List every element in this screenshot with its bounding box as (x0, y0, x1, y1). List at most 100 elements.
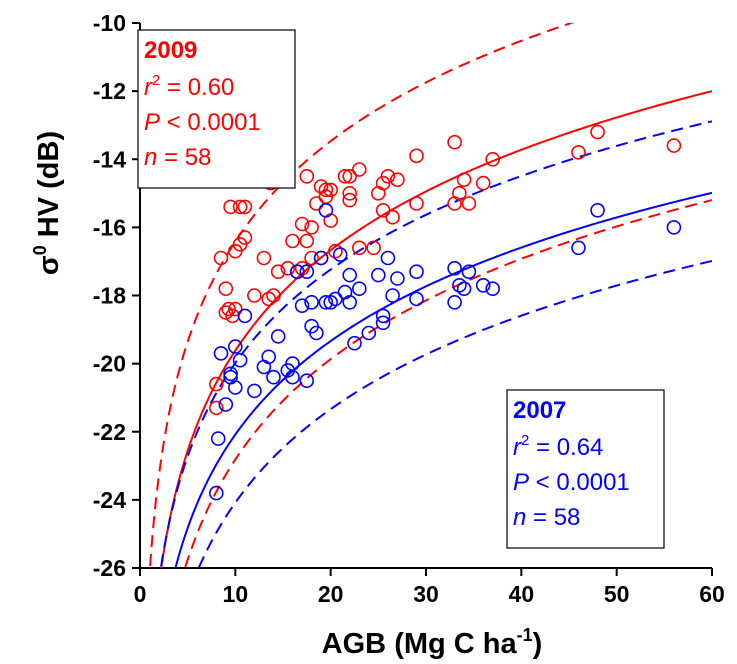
point-2009 (299, 169, 315, 184)
point-2009 (294, 216, 310, 232)
y-tick-label: -26 (93, 555, 126, 581)
point-2007 (256, 359, 272, 375)
point-2009 (571, 145, 586, 160)
x-tick-label: 10 (223, 581, 249, 607)
point-2009 (447, 196, 462, 211)
point-2009 (366, 240, 381, 256)
point-2007 (447, 294, 462, 310)
legend-2009-n: n = 58 (144, 144, 211, 171)
point-2007 (361, 325, 377, 341)
point-2007 (485, 281, 501, 297)
point-2009 (209, 376, 224, 392)
point-2007 (323, 294, 339, 310)
point-2009 (237, 230, 253, 245)
point-2007 (270, 329, 286, 344)
point-2009 (447, 134, 462, 150)
point-2007 (456, 281, 472, 297)
point-2009 (666, 138, 682, 153)
point-2007 (332, 247, 348, 262)
point-2009 (218, 305, 234, 320)
y-axis-title: σ0 HV (dB) (30, 131, 65, 275)
data-points-group (209, 124, 682, 501)
point-2009 (475, 175, 491, 191)
point-2007 (237, 308, 253, 324)
y-tick-label: -12 (93, 78, 126, 104)
point-2007 (375, 308, 391, 324)
point-2007 (318, 294, 334, 310)
point-2007 (390, 271, 405, 286)
point-2009 (485, 152, 501, 167)
point-2009 (380, 169, 396, 184)
point-2009 (232, 199, 248, 215)
point-2007 (309, 325, 324, 341)
point-2009 (375, 203, 391, 218)
x-axis-title: AGB (Mg C ha-1) (322, 625, 543, 660)
y-tick-label: -10 (93, 10, 126, 36)
point-2007 (447, 260, 462, 276)
y-tick-label: -24 (93, 487, 126, 513)
point-2009 (247, 288, 262, 303)
legend-2007-box (506, 389, 665, 549)
point-2009 (452, 186, 467, 201)
point-2007 (232, 352, 248, 368)
point-2007 (285, 356, 300, 371)
point-2009 (351, 240, 367, 256)
band-lower-2009 (183, 199, 712, 568)
point-2007 (299, 373, 315, 389)
legend-2007-year: 2007 (513, 397, 566, 424)
band-lower-2007 (197, 259, 712, 568)
point-2007 (228, 380, 243, 395)
point-2009 (342, 192, 358, 208)
point-2009 (280, 260, 296, 276)
y-tick-label: -20 (93, 351, 126, 377)
point-2009 (385, 209, 400, 225)
fit-line-2007 (174, 191, 712, 568)
x-tick-label: 50 (604, 581, 630, 607)
point-2007 (342, 294, 358, 310)
x-tick-label: 30 (413, 581, 439, 607)
point-2009 (409, 148, 424, 164)
point-2007 (261, 349, 277, 365)
point-2007 (223, 366, 238, 382)
point-2009 (237, 199, 253, 215)
point-2007 (213, 346, 229, 361)
point-2009 (409, 196, 424, 211)
y-tick-label: -22 (93, 419, 126, 445)
point-2009 (370, 186, 386, 201)
legend-2007: 2007 r2 = 0.64 P < 0.0001 n = 58 (506, 389, 665, 549)
point-2007 (375, 315, 391, 331)
point-2009 (309, 196, 324, 211)
legend-2007-p: P < 0.0001 (513, 469, 630, 496)
point-2009 (323, 182, 339, 198)
point-2007 (337, 284, 353, 300)
point-2007 (294, 298, 310, 314)
point-2009 (223, 199, 238, 215)
point-2009 (456, 172, 472, 187)
point-2007 (461, 264, 477, 280)
point-2009 (461, 196, 477, 211)
point-2007 (347, 335, 362, 351)
y-tick-label: -18 (93, 283, 126, 309)
legend-2007-n: n = 58 (513, 504, 580, 531)
y-tick-label: -14 (93, 146, 126, 172)
point-2007 (409, 291, 424, 307)
point-2009 (266, 288, 281, 303)
legend-2009-p: P < 0.0001 (144, 109, 261, 136)
band-upper-2009 (148, 23, 575, 568)
point-2009 (390, 172, 405, 187)
axes-group: 0 10 20 30 40 50 60 -26 -24 -22 -20 -18 -16 -14 -12 -10 (93, 10, 725, 607)
point-2009 (337, 169, 353, 184)
y-tick-label: -16 (93, 214, 126, 240)
x-tick-label: 20 (318, 581, 344, 607)
x-tick-label: 60 (699, 581, 725, 607)
point-2007 (666, 220, 682, 235)
point-2007 (452, 277, 467, 293)
point-2007 (299, 264, 315, 280)
point-2007 (342, 267, 358, 283)
point-2009 (342, 186, 358, 201)
point-2007 (380, 250, 396, 266)
point-2009 (342, 169, 358, 184)
point-2009 (318, 182, 334, 198)
point-2009 (213, 250, 229, 266)
